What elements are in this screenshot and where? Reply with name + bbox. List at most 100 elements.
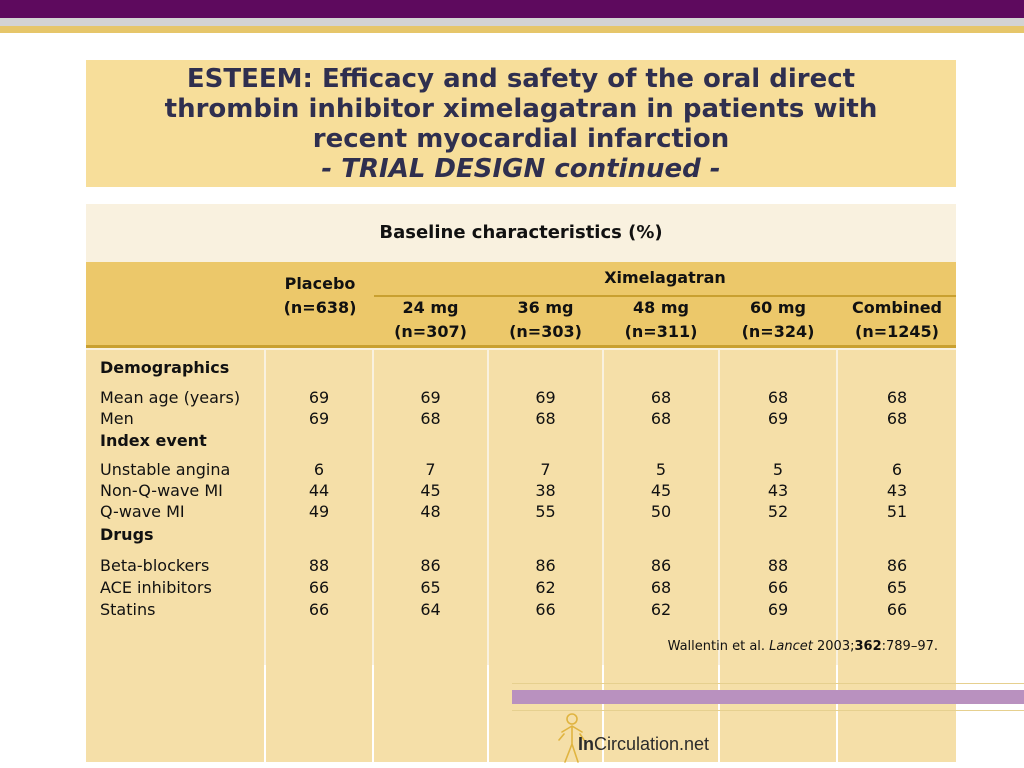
section-heading: Index event: [100, 431, 207, 450]
table-cell: 68: [650, 388, 672, 407]
title-line-3: recent myocardial infarction: [312, 123, 730, 154]
top-purple-band: [0, 0, 1024, 18]
table-cell: 66: [308, 600, 330, 619]
table-cell: 69: [308, 388, 330, 407]
footer-gold-line-top: [512, 683, 1024, 684]
table-cell: 7: [425, 460, 436, 479]
table-cell: 45: [420, 481, 441, 500]
table-cell: 88: [767, 556, 789, 575]
ximelagatran-header: Ximelagatran: [604, 268, 726, 287]
logo-text: InCirculation.net: [578, 734, 709, 755]
row-label: Statins: [100, 600, 156, 619]
person-figure-icon: [558, 713, 585, 763]
dose-label: 24 mg: [402, 298, 459, 317]
table-cell: 44: [308, 481, 330, 500]
logo-text-rest: Circulation.net: [594, 734, 710, 754]
logo-text-bold: In: [578, 734, 594, 754]
citation-year: 2003;: [812, 639, 855, 654]
top-gold-band: [0, 26, 1024, 33]
dose-n: (n=303): [509, 322, 582, 341]
row-label: Unstable angina: [100, 460, 231, 479]
dose-n: (n=307): [394, 322, 467, 341]
header-bottom-rule: [86, 345, 956, 348]
table-cell: 51: [886, 502, 908, 521]
table-cell: 66: [308, 578, 330, 597]
dose-label: 48 mg: [633, 298, 689, 317]
citation-journal: Lancet: [769, 639, 813, 654]
citation-authors: Wallentin et al.: [667, 639, 770, 654]
table-cell: 55: [535, 502, 556, 521]
table-cell: 50: [650, 502, 672, 521]
table-cell: 69: [767, 600, 789, 619]
table-cell: 86: [535, 556, 556, 575]
citation-pages: :789–97.: [881, 639, 938, 654]
table-cell: 86: [886, 556, 908, 575]
table-cell: 64: [420, 600, 441, 619]
table-cell: 66: [535, 600, 556, 619]
incirculation-logo: InCirculation.net: [556, 710, 736, 766]
table-cell: 43: [886, 481, 908, 500]
table-cell: 48: [420, 502, 441, 521]
table-cell: 69: [535, 388, 556, 407]
citation-volume: 362: [854, 639, 882, 654]
footer-lavender-band: [512, 690, 1024, 704]
table-cell: 88: [308, 556, 330, 575]
section-heading: Demographics: [100, 358, 230, 377]
table-cell: 68: [886, 388, 908, 407]
table-cell: 38: [535, 481, 556, 500]
table-cell: 65: [420, 578, 441, 597]
table-cell: 52: [767, 502, 789, 521]
table-cell: 66: [767, 578, 789, 597]
row-label: Men: [100, 409, 134, 428]
dose-header-4: 60 mg (n=324): [720, 296, 836, 344]
citation: Wallentin et al. Lancet 2003;362:789–97.: [668, 639, 938, 654]
row-label: Beta-blockers: [100, 556, 210, 575]
top-grey-band: [0, 18, 1024, 26]
table-cell: 69: [420, 388, 441, 407]
table-cell: 5: [655, 460, 667, 479]
title-line-2: thrombin inhibitor ximelagatran in patie…: [164, 93, 878, 124]
table-cell: 86: [650, 556, 672, 575]
label-column: [86, 350, 264, 762]
row-label: Mean age (years): [100, 388, 241, 407]
dose-header-3: 48 mg (n=311): [604, 296, 718, 344]
table-cell: 68: [535, 409, 556, 428]
row-label: Non-Q-wave MI: [100, 481, 223, 500]
table-header-row: [86, 262, 956, 348]
table-cell: 62: [535, 578, 556, 597]
dose-n: (n=311): [624, 322, 698, 341]
table-cell: 45: [650, 481, 672, 500]
dose-header-5: Combined (n=1245): [838, 296, 956, 344]
table-cell: 43: [767, 481, 789, 500]
table-cell: 6: [891, 460, 903, 479]
table-cell: 62: [650, 600, 672, 619]
dose-label: Combined: [851, 298, 943, 317]
footer-gold-line-bottom: [512, 710, 1024, 711]
data-column-1: [266, 350, 372, 762]
section-heading: Drugs: [100, 525, 154, 544]
baseline-table-panel: Baseline characteristics (%) Placebo (n=…: [86, 204, 956, 762]
table-cell: 68: [420, 409, 441, 428]
table-cell: 68: [650, 409, 672, 428]
table-cell: 49: [308, 502, 330, 521]
table-cell: 5: [772, 460, 784, 479]
placebo-label: Placebo: [284, 274, 356, 293]
table-caption: Baseline characteristics (%): [379, 222, 663, 243]
table-cell: 68: [767, 388, 789, 407]
table-cell: 6: [313, 460, 325, 479]
table-cell: 68: [886, 409, 908, 428]
title-box: ESTEEM: Efficacy and safety of the oral …: [86, 60, 956, 187]
placebo-n: (n=638): [283, 298, 357, 317]
title-line-1: ESTEEM: Efficacy and safety of the oral …: [186, 63, 856, 94]
dose-header-2: 36 mg (n=303): [489, 296, 602, 344]
table-cell: 69: [308, 409, 330, 428]
table-cell: 65: [886, 578, 908, 597]
table-cell: 68: [650, 578, 672, 597]
dose-n: (n=324): [741, 322, 815, 341]
dose-label: 36 mg: [517, 298, 574, 317]
dose-label: 60 mg: [750, 298, 806, 317]
row-label: ACE inhibitors: [100, 578, 212, 597]
table-cell: 86: [420, 556, 441, 575]
ximelagatran-underline: [374, 295, 956, 297]
table-cell: 7: [540, 460, 551, 479]
